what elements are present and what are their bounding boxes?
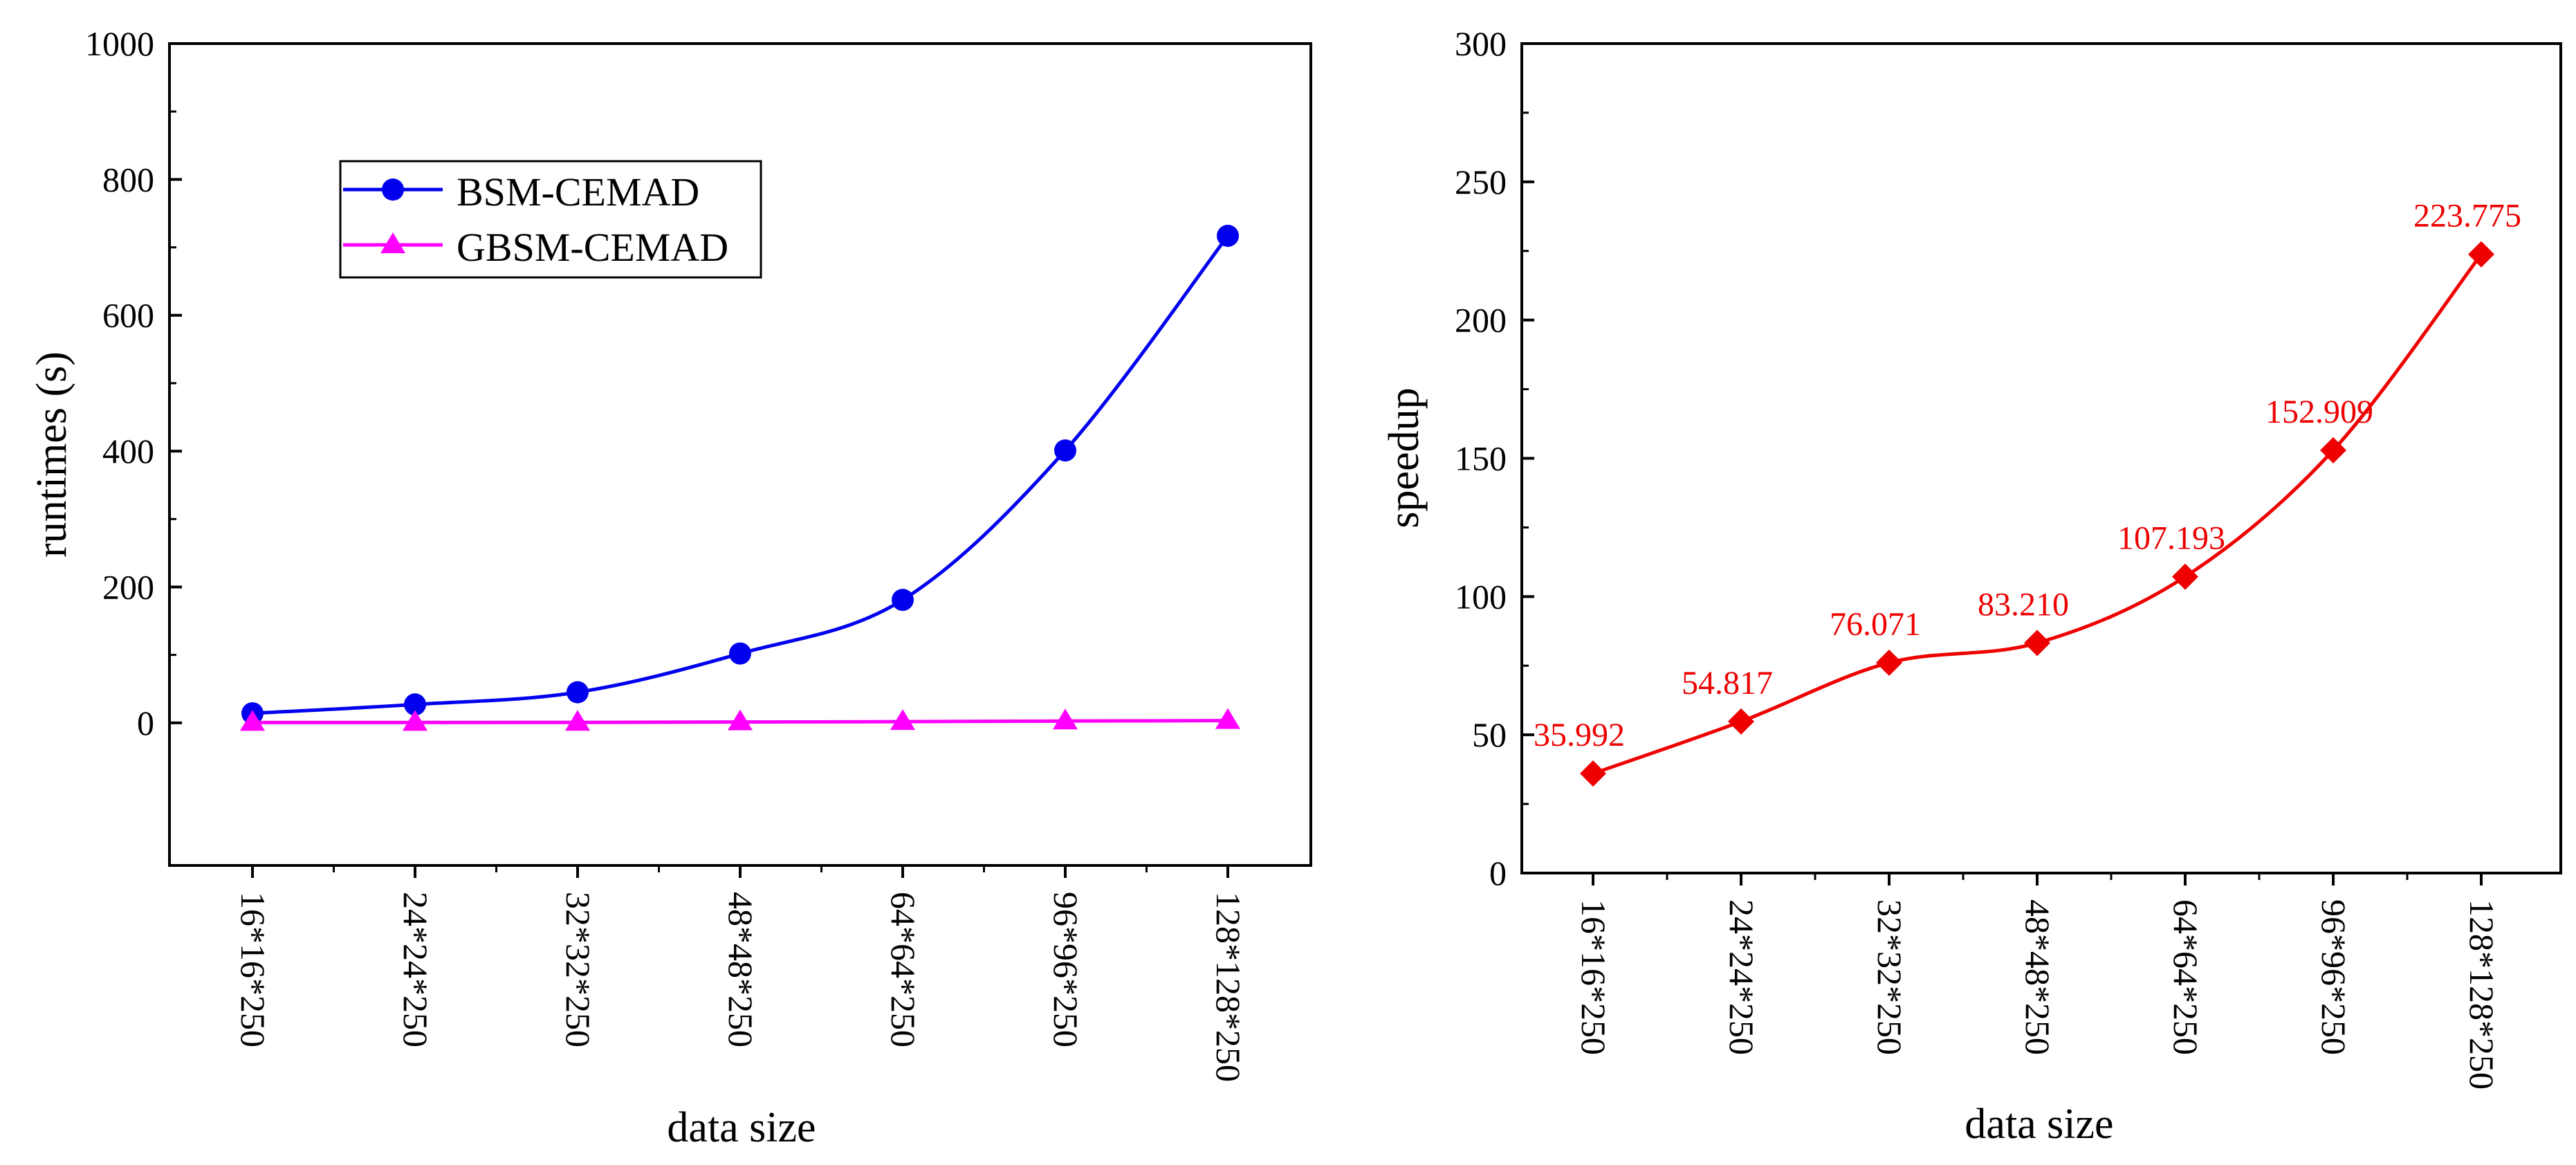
- data-point: [240, 710, 265, 731]
- x-tick-label: 96*96*250: [2315, 899, 2353, 1055]
- data-point: [2024, 630, 2050, 657]
- y-tick-label: 250: [1455, 163, 1507, 201]
- x-tick-label: 48*48*250: [2018, 899, 2057, 1055]
- legend: BSM-CEMAD GBSM-CEMAD: [339, 160, 762, 279]
- y-tick-label: 100: [1455, 577, 1507, 616]
- x-tick-label: 64*64*250: [884, 892, 923, 1047]
- y-axis: 0 200 400 600 800 1000: [85, 24, 182, 742]
- data-point: [2468, 241, 2494, 268]
- series-layer: [240, 224, 1240, 731]
- x-tick-label: 32*32*250: [559, 892, 598, 1047]
- runtimes-chart: 0 200 400 600 800 1000 16*16*250 24*24*250 32*3…: [28, 24, 1312, 1151]
- data-point: [1054, 439, 1076, 462]
- data-point: [890, 709, 915, 731]
- legend-label-bsm: BSM-CEMAD: [457, 169, 699, 214]
- data-label: 76.071: [1830, 606, 1921, 643]
- x-tick-label: 96*96*250: [1047, 892, 1085, 1047]
- y-tick-label: 200: [102, 567, 154, 606]
- data-point: [1728, 708, 1754, 735]
- legend-marker-gbsm: [380, 232, 405, 253]
- data-label: 107.193: [2117, 520, 2225, 557]
- x-axis-label: data size: [667, 1104, 816, 1151]
- data-label: 35.992: [1534, 717, 1625, 753]
- y-tick-label: 0: [1489, 854, 1507, 892]
- x-tick-label: 48*48*250: [721, 892, 760, 1047]
- legend-label-gbsm: GBSM-CEMAD: [457, 225, 728, 270]
- x-tick-label: 128*128*250: [1209, 892, 1248, 1082]
- y-axis-label: speedup: [1381, 387, 1428, 528]
- y-tick-label: 300: [1455, 24, 1507, 63]
- data-point: [1215, 708, 1240, 729]
- series-layer: 35.992 54.817 76.071 83.210 107.193 152.909 22…: [1534, 198, 2521, 787]
- x-tick-label: 16*16*250: [234, 892, 273, 1047]
- data-point: [728, 709, 753, 731]
- y-tick-label: 1000: [85, 24, 154, 63]
- y-tick-label: 50: [1472, 715, 1507, 754]
- x-axis: 16*16*250 24*24*250 32*32*250 48*48*250 64*6…: [1574, 873, 2501, 1090]
- y-tick-label: 0: [137, 704, 154, 742]
- data-point: [1217, 224, 1239, 247]
- x-tick-label: 16*16*250: [1574, 899, 1613, 1055]
- data-point: [2320, 437, 2346, 464]
- x-tick-label: 24*24*250: [1722, 899, 1761, 1055]
- data-point: [565, 710, 590, 731]
- y-tick-label: 800: [102, 160, 154, 199]
- y-tick-label: 600: [102, 296, 154, 335]
- x-tick-label: 64*64*250: [2166, 899, 2205, 1055]
- x-tick-label: 32*32*250: [1870, 899, 1909, 1055]
- data-point: [403, 710, 427, 731]
- data-point: [567, 681, 589, 704]
- data-point: [1053, 708, 1078, 730]
- data-point: [729, 642, 751, 665]
- data-label: 54.817: [1682, 665, 1773, 701]
- legend-box: [339, 160, 762, 279]
- data-label: 152.909: [2265, 394, 2373, 430]
- x-tick-label: 128*128*250: [2463, 899, 2501, 1090]
- data-label: 223.775: [2413, 198, 2521, 235]
- y-axis: 0 50 100 150 200 250 300: [1455, 24, 1534, 892]
- data-point: [404, 693, 426, 716]
- x-axis-label: data size: [1965, 1101, 2113, 1148]
- data-label: 83.210: [1978, 586, 2069, 623]
- plot-frame: [1520, 42, 2562, 874]
- data-point: [2172, 563, 2198, 590]
- series-line: [252, 235, 1229, 715]
- y-tick-label: 150: [1455, 439, 1507, 478]
- data-point: [1580, 760, 1606, 787]
- y-tick-label: 400: [102, 432, 154, 470]
- x-tick-label: 24*24*250: [396, 892, 435, 1047]
- legend-marker-bsm: [382, 178, 404, 201]
- x-axis: 16*16*250 24*24*250 32*32*250 48*48*250 64*6…: [234, 865, 1248, 1082]
- data-point: [1876, 649, 1902, 676]
- speedup-chart: 0 50 100 150 200 250 300 16*16*250 24*24*250 32*…: [1381, 24, 2562, 1148]
- y-axis-label: runtimes (s): [28, 351, 75, 558]
- y-tick-label: 200: [1455, 301, 1507, 340]
- data-point: [892, 589, 914, 612]
